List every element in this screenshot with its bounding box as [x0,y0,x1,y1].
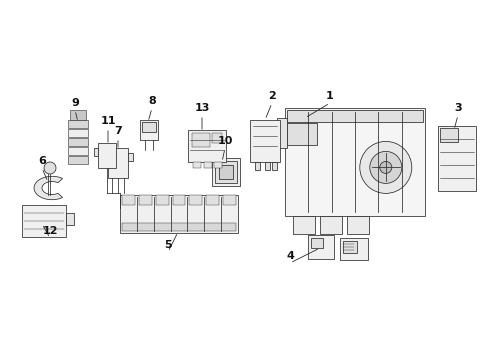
Polygon shape [34,176,63,200]
Text: 8: 8 [148,96,156,106]
Circle shape [380,161,392,174]
Bar [22,205,66,237]
Bar [68,129,88,137]
Bar [172,195,185,205]
Text: 4: 4 [286,251,294,261]
Bar [204,162,212,168]
Bar [68,156,88,164]
Bar [206,195,219,205]
Bar [255,162,260,170]
Circle shape [360,141,412,193]
Bar [70,110,86,120]
Text: 3: 3 [454,103,462,113]
Bar [287,123,317,145]
Bar [320,216,342,234]
Bar [212,133,222,143]
Text: 2: 2 [268,91,276,101]
Text: 7: 7 [114,126,122,136]
Text: 12: 12 [42,226,58,236]
Text: 1: 1 [326,91,334,101]
Bar [214,162,222,168]
Bar [66,213,74,225]
Bar [219,165,233,179]
Bar [347,216,369,234]
Bar [103,153,108,161]
Bar [139,195,152,205]
Bar [277,118,287,148]
Text: 6: 6 [38,156,46,166]
Bar [68,138,88,146]
Circle shape [370,152,402,183]
Bar [215,161,237,183]
Bar [128,153,133,161]
Bar [340,238,368,260]
Text: 5: 5 [164,240,172,250]
Bar [438,126,476,191]
Text: 13: 13 [195,103,210,113]
Bar [140,120,158,140]
Bar [108,148,128,178]
Text: 11: 11 [100,116,116,126]
Bar [120,195,238,233]
Bar [223,195,236,205]
Bar [311,238,323,248]
Bar [190,195,202,205]
Text: 10: 10 [217,136,233,146]
Circle shape [44,162,56,174]
Bar [265,162,270,170]
Bar [287,110,423,122]
Bar [156,195,169,205]
Bar [343,241,357,253]
Bar [293,216,315,234]
Bar [98,143,116,168]
Bar [285,108,425,216]
Bar [193,162,201,168]
Bar [142,122,156,132]
Bar [94,148,98,156]
Bar [212,158,240,186]
Bar [68,147,88,155]
Text: 9: 9 [71,98,79,108]
Bar [192,133,210,147]
Bar [188,130,226,162]
Bar [308,235,334,259]
Bar [272,162,277,170]
Bar [68,120,88,128]
Bar [122,195,135,205]
Bar [440,128,458,142]
Bar [250,120,280,162]
Bar [122,223,236,231]
